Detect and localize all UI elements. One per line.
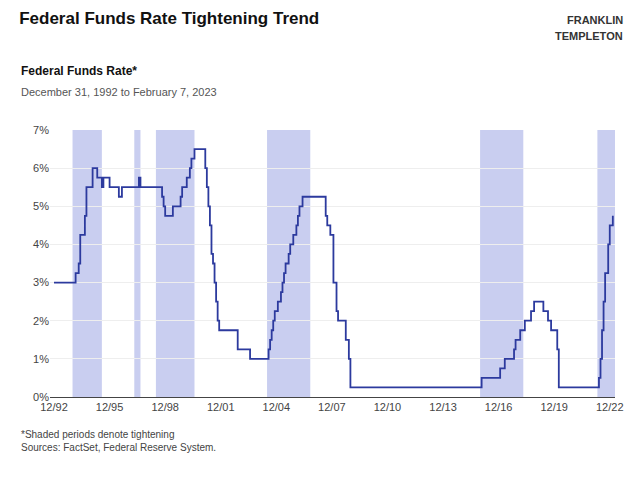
svg-text:Federal Funds Rate Tightening: Federal Funds Rate Tightening Trend [19,9,319,28]
svg-text:TEMPLETON: TEMPLETON [555,30,623,42]
svg-text:2%: 2% [33,315,49,327]
svg-text:Federal Funds Rate*: Federal Funds Rate* [21,64,137,78]
svg-text:12/01: 12/01 [207,401,235,413]
svg-text:12/10: 12/10 [374,401,402,413]
svg-text:7%: 7% [33,124,49,136]
svg-text:12/22: 12/22 [596,401,624,413]
svg-text:12/16: 12/16 [485,401,513,413]
svg-text:12/13: 12/13 [429,401,457,413]
svg-text:12/98: 12/98 [151,401,179,413]
svg-text:*Shaded periods denote tighten: *Shaded periods denote tighteningSources… [21,429,216,453]
svg-text:4%: 4% [33,238,49,250]
svg-text:FRANKLIN: FRANKLIN [567,14,623,26]
svg-text:0%: 0% [33,391,49,403]
svg-text:12/04: 12/04 [263,401,291,413]
svg-text:3%: 3% [33,276,49,288]
svg-text:12/95: 12/95 [96,401,124,413]
svg-text:1%: 1% [33,353,49,365]
svg-text:12/07: 12/07 [318,401,346,413]
svg-text:12/19: 12/19 [540,401,568,413]
svg-text:December 31, 1992 to February: December 31, 1992 to February 7, 2023 [21,86,217,98]
svg-text:5%: 5% [33,200,49,212]
svg-text:6%: 6% [33,162,49,174]
svg-text:12/92: 12/92 [40,401,68,413]
